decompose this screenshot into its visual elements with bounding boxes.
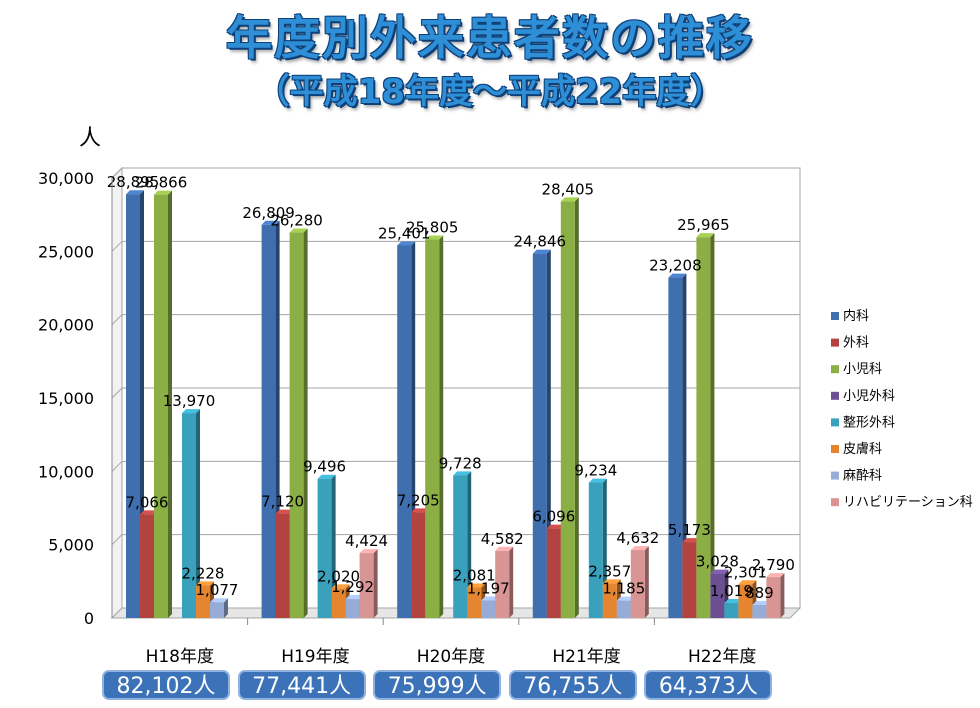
data-label: 26,809 bbox=[242, 204, 295, 222]
legend-swatch bbox=[831, 391, 839, 400]
data-label: 23,208 bbox=[649, 257, 702, 275]
y-tick-label: 5,000 bbox=[48, 536, 94, 555]
data-label: 5,173 bbox=[668, 521, 711, 539]
data-label: 7,205 bbox=[397, 491, 440, 509]
bar bbox=[668, 273, 687, 618]
data-label: 2,081 bbox=[453, 566, 496, 584]
data-label: 2,228 bbox=[182, 564, 225, 582]
legend-entry: 皮膚科 bbox=[843, 441, 882, 457]
legend-entry: 小児科 bbox=[843, 362, 882, 377]
data-label: 2,357 bbox=[588, 562, 631, 580]
legend-entry: 麻酔科 bbox=[843, 469, 882, 484]
data-label: 6,096 bbox=[532, 508, 575, 526]
data-label: 2,790 bbox=[752, 556, 795, 574]
y-tick-label: 0 bbox=[84, 609, 94, 628]
data-label: 2,020 bbox=[317, 567, 360, 585]
legend-swatch bbox=[831, 471, 839, 480]
bar bbox=[766, 573, 785, 618]
data-label: 28,405 bbox=[542, 180, 595, 198]
chart-subtitle: （平成18年度～平成22年度） bbox=[255, 72, 725, 112]
data-label: 3,028 bbox=[696, 553, 739, 571]
bar bbox=[453, 471, 472, 618]
x-tick-label: H22年度 bbox=[688, 647, 756, 667]
bar bbox=[425, 235, 444, 618]
legend-entry: 内科 bbox=[843, 308, 869, 324]
data-label: 7,120 bbox=[261, 493, 304, 511]
total-badge: 77,441人 bbox=[237, 670, 366, 700]
x-tick-label: H21年度 bbox=[552, 647, 620, 667]
total-badge: 64,373人 bbox=[644, 670, 773, 700]
legend-swatch bbox=[831, 365, 839, 374]
total-badge: 82,102人 bbox=[102, 670, 230, 700]
chart-title: 年度別外来患者数の推移 bbox=[226, 11, 754, 65]
bar bbox=[210, 598, 228, 618]
total-badge: 75,999人 bbox=[373, 670, 502, 700]
data-label: 2,301 bbox=[724, 563, 767, 581]
bar bbox=[317, 474, 336, 618]
bar bbox=[630, 546, 649, 618]
data-label: 25,805 bbox=[406, 219, 459, 237]
data-label: 1,185 bbox=[602, 580, 645, 598]
y-tick-label: 25,000 bbox=[38, 242, 94, 261]
bar bbox=[738, 580, 757, 618]
data-label: 13,970 bbox=[163, 392, 216, 410]
legend-swatch bbox=[831, 338, 839, 347]
legend-swatch bbox=[831, 445, 839, 453]
x-tick-label: H18年度 bbox=[146, 647, 214, 667]
legend-swatch bbox=[831, 498, 839, 507]
data-label: 9,496 bbox=[303, 458, 346, 476]
y-tick-label: 30,000 bbox=[38, 169, 94, 188]
legend-entry: 整形外科 bbox=[843, 415, 895, 430]
gridline bbox=[111, 167, 800, 179]
data-label: 1,292 bbox=[331, 578, 374, 596]
legend-entry: リハビリテーション科 bbox=[843, 495, 973, 510]
bar bbox=[696, 233, 715, 618]
y-tick-label: 20,000 bbox=[38, 316, 94, 335]
data-label: 28,866 bbox=[135, 174, 188, 192]
x-tick-label: H20年度 bbox=[417, 647, 485, 667]
y-tick-label: 10,000 bbox=[38, 462, 94, 481]
data-label: 1,197 bbox=[467, 579, 510, 597]
y-axis-label: 人 bbox=[79, 126, 101, 151]
data-label: 24,846 bbox=[514, 233, 567, 251]
bar bbox=[289, 228, 308, 618]
data-label: 889 bbox=[745, 584, 774, 602]
legend-entry: 小児外科 bbox=[843, 389, 895, 404]
bar bbox=[359, 549, 378, 618]
x-tick-label: H19年度 bbox=[281, 647, 349, 667]
legend-swatch bbox=[831, 418, 839, 427]
data-label: 9,234 bbox=[574, 462, 617, 480]
total-badge: 76,755人 bbox=[508, 670, 637, 700]
data-label: 1,077 bbox=[196, 581, 239, 599]
data-label: 26,280 bbox=[270, 212, 323, 230]
data-label: 4,582 bbox=[481, 530, 524, 548]
bar bbox=[495, 546, 514, 618]
data-label: 25,965 bbox=[677, 216, 730, 234]
legend-entry: 外科 bbox=[843, 336, 869, 351]
data-label: 4,424 bbox=[345, 532, 388, 550]
data-label: 9,728 bbox=[439, 454, 482, 472]
data-label: 28,895 bbox=[107, 173, 160, 191]
legend-swatch bbox=[831, 312, 839, 320]
y-tick-label: 15,000 bbox=[38, 389, 94, 408]
data-label: 25,401 bbox=[378, 224, 431, 242]
bar bbox=[154, 190, 172, 618]
bar bbox=[126, 190, 144, 618]
data-label: 7,066 bbox=[126, 493, 169, 511]
bar bbox=[182, 409, 200, 618]
bar bbox=[560, 197, 579, 619]
data-label: 4,632 bbox=[616, 529, 659, 547]
data-label: 1,019 bbox=[710, 582, 753, 600]
